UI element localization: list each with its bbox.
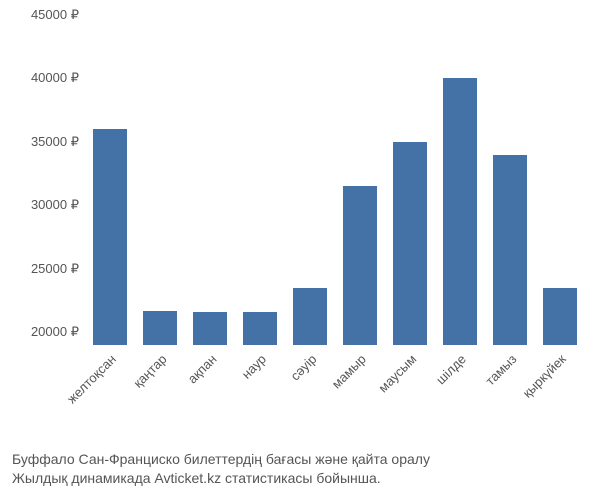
bar-slot [135, 15, 185, 345]
x-label-slot: маусым [385, 350, 435, 450]
x-tick-label: шілде [433, 350, 470, 387]
x-label-slot: желтоқсан [85, 350, 135, 450]
x-tick-label: тамыз [482, 350, 520, 388]
x-label-slot: қаңтар [135, 350, 185, 450]
bar-slot [435, 15, 485, 345]
x-label-slot: сәуір [285, 350, 335, 450]
y-tick-label: 35000 ₽ [15, 134, 79, 150]
plot-area: 20000 ₽25000 ₽30000 ₽35000 ₽40000 ₽45000… [85, 15, 585, 345]
bars-container [85, 15, 585, 345]
x-tick-label: желтоқсан [64, 350, 120, 406]
x-tick-label: қаңтар [130, 350, 171, 391]
bar [543, 288, 577, 345]
x-label-slot: мамыр [335, 350, 385, 450]
chart-caption: Буффало Сан-Франциско билеттердің бағасы… [12, 450, 600, 488]
y-tick-label: 45000 ₽ [15, 7, 79, 23]
bar [143, 311, 177, 345]
y-tick-label: 25000 ₽ [15, 261, 79, 277]
bar-slot [185, 15, 235, 345]
caption-line-2: Жылдық динамикада Avticket.kz статистика… [12, 469, 600, 488]
x-tick-label: мамыр [329, 350, 370, 391]
x-tick-label: наур [239, 350, 271, 382]
x-tick-label: ақпан [184, 350, 220, 386]
x-label-slot: наур [235, 350, 285, 450]
bar [293, 288, 327, 345]
bar [343, 186, 377, 345]
bar [193, 312, 227, 345]
bar [243, 312, 277, 345]
x-label-slot: ақпан [185, 350, 235, 450]
y-tick-label: 40000 ₽ [15, 70, 79, 86]
y-tick-label: 20000 ₽ [15, 324, 79, 340]
bar-slot [385, 15, 435, 345]
y-tick-label: 30000 ₽ [15, 197, 79, 213]
caption-line-1: Буффало Сан-Франциско билеттердің бағасы… [12, 450, 600, 469]
price-dynamics-chart: 20000 ₽ 25000 ₽ 30000 ₽ 35000 ₽ 40000 ₽ 45000… [0, 0, 600, 500]
bar [393, 142, 427, 345]
bar-slot [485, 15, 535, 345]
bar [93, 129, 127, 345]
bar-slot [535, 15, 585, 345]
x-label-slot: тамыз [485, 350, 535, 450]
bar [493, 155, 527, 345]
bar [443, 78, 477, 345]
bar-slot [335, 15, 385, 345]
x-label-slot: қыркүйек [535, 350, 585, 450]
x-tick-label: сәуір [287, 350, 320, 383]
bar-slot [85, 15, 135, 345]
x-axis-labels: желтоқсанқаңтарақпаннаурсәуірмамырмаусым… [85, 350, 585, 450]
bar-slot [235, 15, 285, 345]
bar-slot [285, 15, 335, 345]
x-label-slot: шілде [435, 350, 485, 450]
